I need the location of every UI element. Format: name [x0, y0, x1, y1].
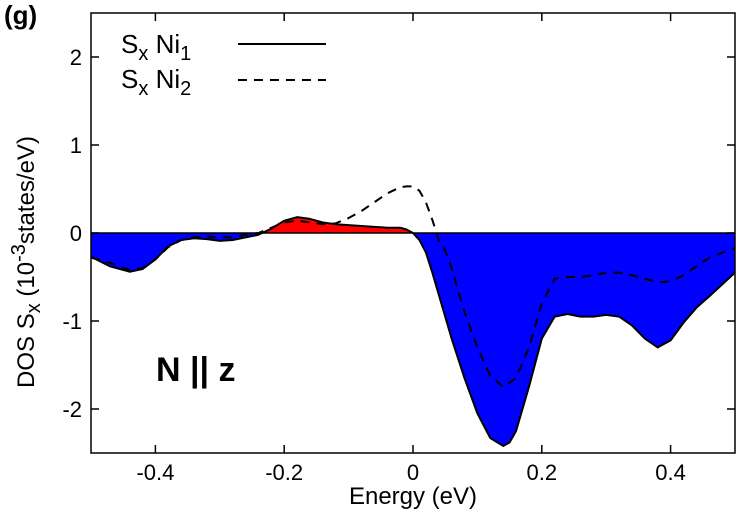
y-tick-label-1: 1 — [70, 133, 82, 158]
x-tick-label-4: 0.4 — [655, 460, 686, 485]
y-tick-label-2: 0 — [70, 221, 82, 246]
legend-2-a: S — [121, 64, 138, 94]
y-label-exp: -3 — [8, 244, 30, 262]
y-label-sub: x — [23, 303, 45, 313]
legend-1-a-sub: x — [138, 43, 148, 65]
negative-dos-area — [91, 233, 735, 446]
legend-entry-2-label: Sx Ni2 — [121, 64, 191, 100]
tick-layer: -0.4 -0.2 0 0.2 0.4 2 1 0 -1 -2 — [62, 13, 735, 485]
legend-1-space — [148, 29, 155, 59]
y-label-unit-close: states/eV) — [13, 136, 40, 244]
legend: Sx Ni1 Sx Ni2 — [121, 29, 326, 100]
legend-entry-1: Sx Ni1 — [121, 29, 326, 65]
x-tick-label-3: 0.2 — [527, 460, 558, 485]
panel-label: (g) — [4, 0, 37, 30]
y-label-space — [13, 297, 40, 304]
legend-1-b-sub: 1 — [180, 43, 191, 65]
dos-fill-layer — [91, 217, 735, 446]
y-label-prefix: DOS S — [13, 313, 40, 388]
x-tick-label-1: -0.2 — [265, 460, 303, 485]
orientation-annotation: N || z — [156, 351, 235, 389]
legend-entry-1-label: Sx Ni1 — [121, 29, 191, 65]
legend-2-b-sub: 2 — [180, 78, 191, 100]
legend-entry-2: Sx Ni2 — [121, 64, 326, 100]
series-line-1 — [90, 216, 736, 447]
legend-2-space — [148, 64, 155, 94]
series-layer — [90, 185, 736, 447]
legend-1-b: Ni — [156, 29, 181, 59]
y-tick-label-4: -2 — [62, 397, 82, 422]
legend-2-b: Ni — [156, 64, 181, 94]
y-label-unit-open: (10 — [13, 262, 40, 297]
series-line-2 — [90, 185, 736, 388]
x-tick-label-0: -0.4 — [136, 460, 174, 485]
x-tick-label-2: 0 — [407, 460, 419, 485]
legend-2-a-sub: x — [138, 78, 148, 100]
legend-1-a: S — [121, 29, 138, 59]
x-axis-label: Energy (eV) — [349, 483, 477, 510]
y-axis-label: DOS Sx (10-3states/eV) — [8, 136, 45, 388]
y-tick-label-3: -1 — [62, 309, 82, 334]
y-tick-label-0: 2 — [70, 45, 82, 70]
